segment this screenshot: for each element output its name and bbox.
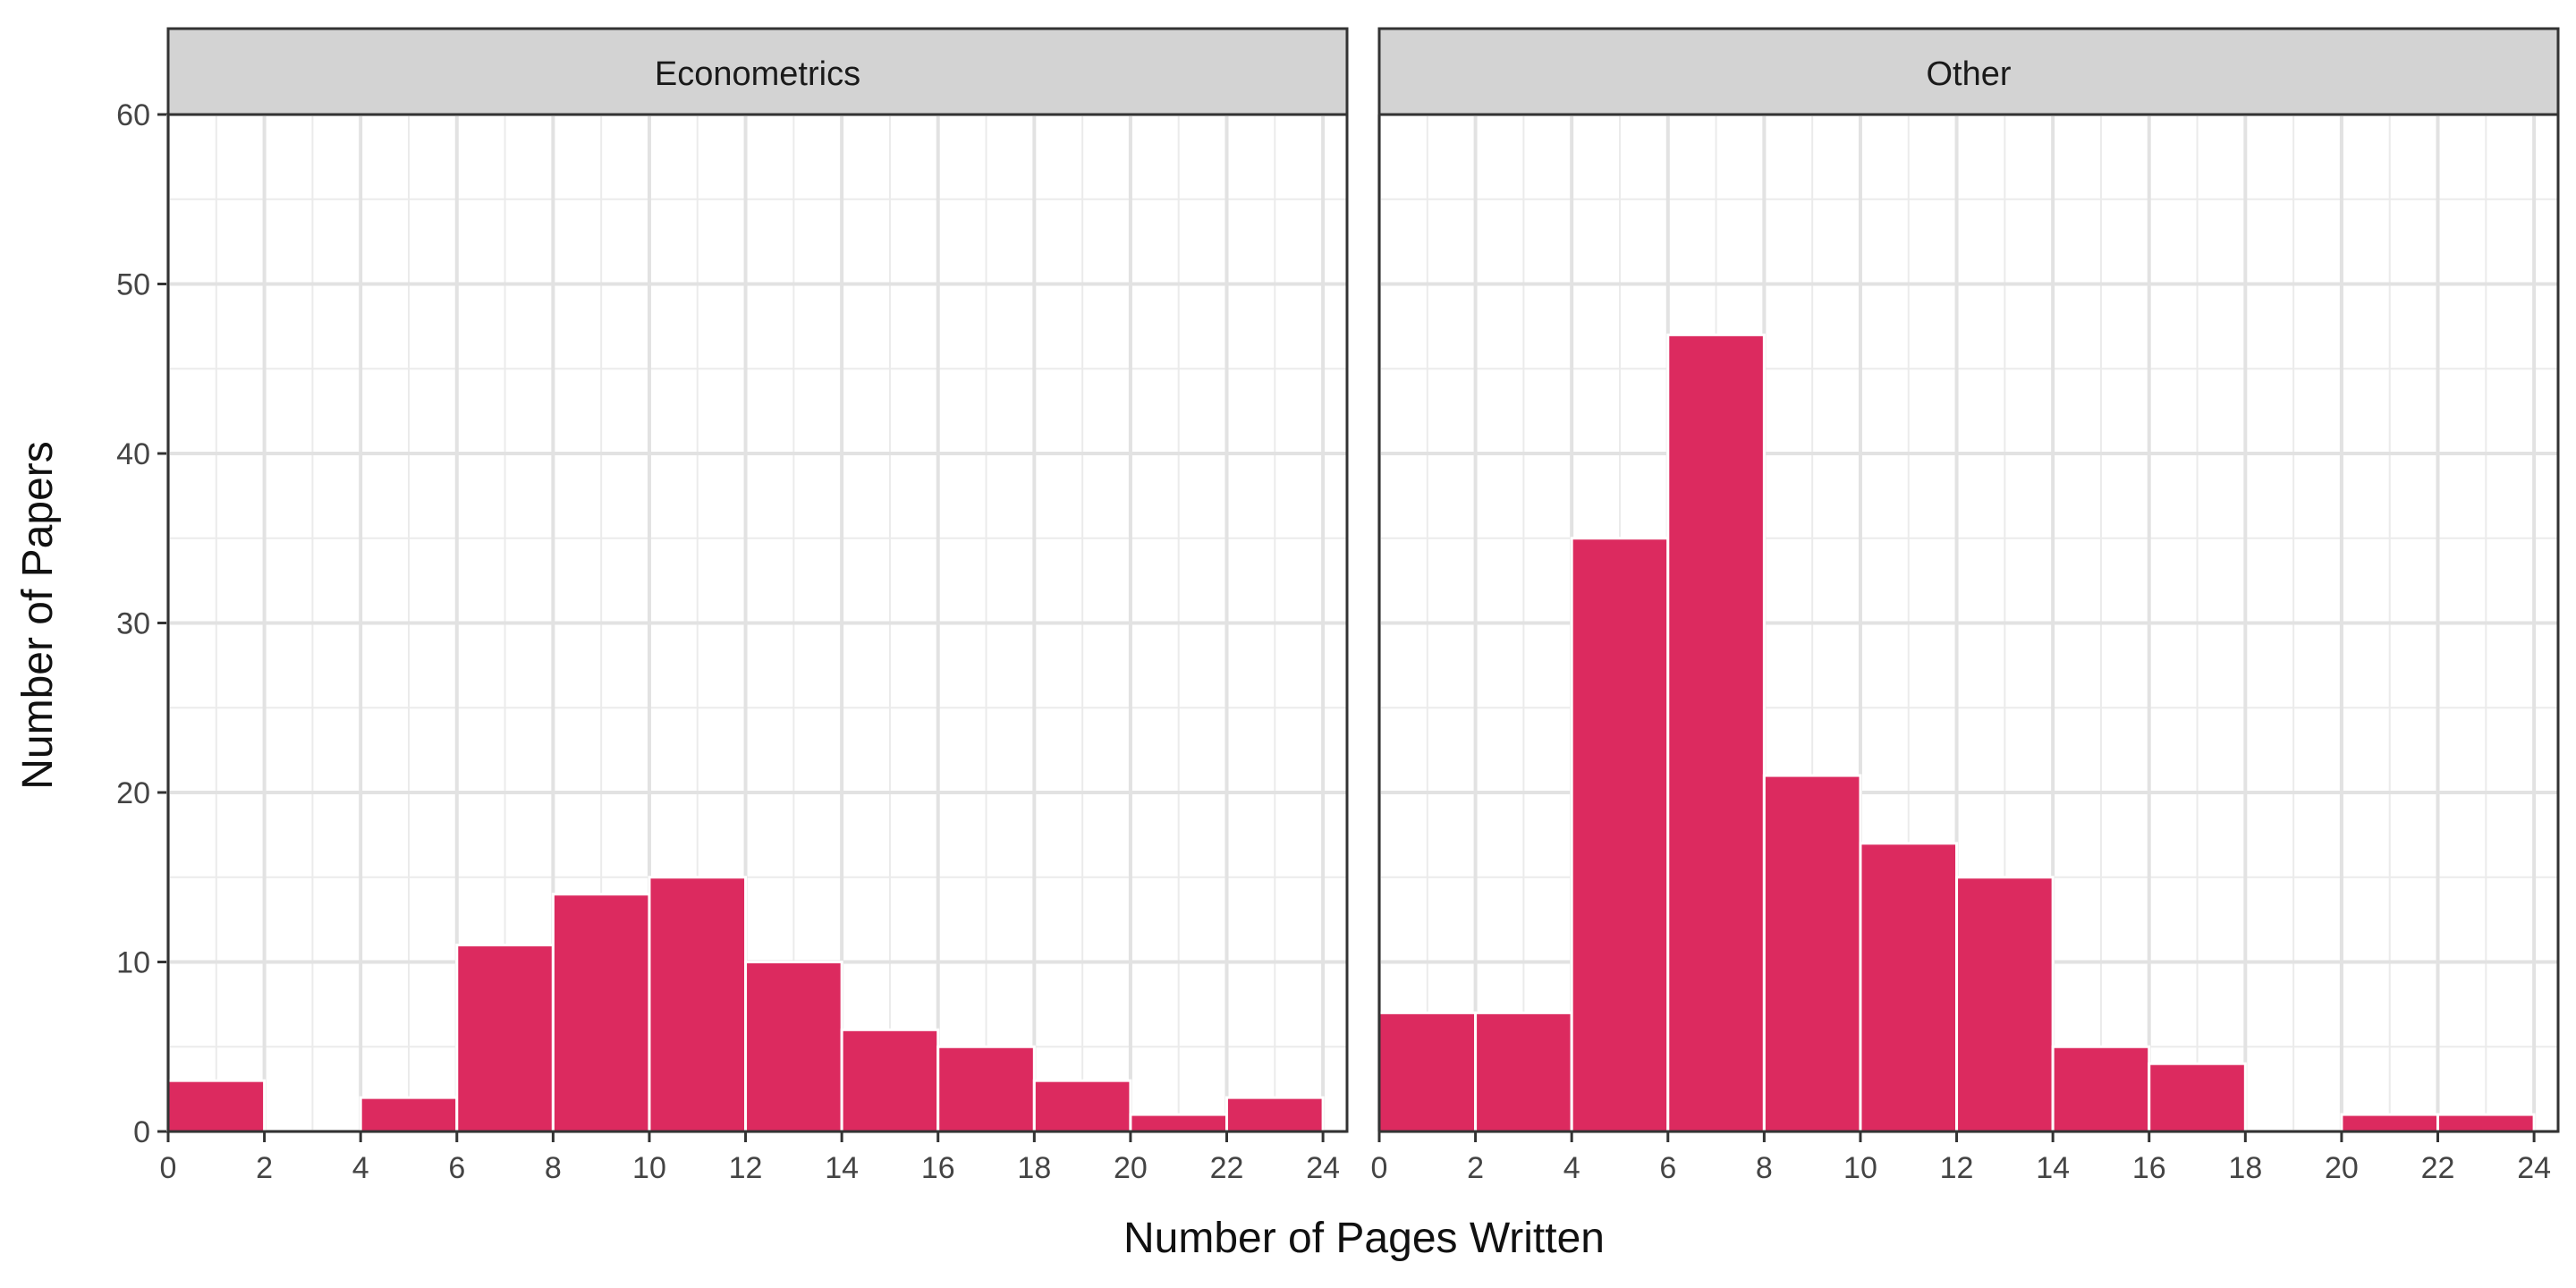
facet-strip-label: Other (1926, 55, 2011, 93)
histogram-bar (1762, 774, 1862, 1133)
x-tick-label: 4 (352, 1151, 369, 1185)
histogram-bar (1032, 1079, 1132, 1133)
histogram-bar (166, 1079, 267, 1133)
x-tick-label: 10 (632, 1151, 666, 1185)
histogram-bar (2051, 1045, 2151, 1133)
x-tick-label: 12 (1940, 1151, 1974, 1185)
y-tick-label: 60 (116, 98, 150, 132)
histogram-bar (1129, 1113, 1229, 1133)
x-tick-label: 6 (1659, 1151, 1676, 1185)
y-tick-label: 10 (116, 946, 150, 980)
x-tick-label: 4 (1563, 1151, 1580, 1185)
facet-strip (166, 27, 1349, 116)
x-tick-label: 18 (2228, 1151, 2262, 1185)
facet-strip-label: Econometrics (655, 55, 860, 93)
x-tick-label: 14 (2036, 1151, 2070, 1185)
histogram-bar (1666, 333, 1766, 1133)
x-tick-label: 24 (2517, 1151, 2551, 1185)
histogram-bar (1570, 537, 1670, 1133)
histogram-bar (936, 1045, 1036, 1133)
histogram-bar (1859, 842, 1959, 1133)
histogram-bar (2340, 1113, 2440, 1133)
y-tick-label: 20 (116, 776, 150, 810)
histogram-bar (2436, 1113, 2536, 1133)
histogram-bar (2148, 1062, 2247, 1133)
histogram-bar (840, 1028, 940, 1133)
histogram-bar (648, 876, 748, 1133)
histogram-bar (1377, 1011, 1478, 1133)
y-tick-label: 30 (116, 607, 150, 641)
x-tick-label: 0 (160, 1151, 177, 1185)
y-axis-title: Number of Papers (14, 441, 62, 790)
x-tick-label: 20 (2325, 1151, 2359, 1185)
x-tick-label: 8 (545, 1151, 562, 1185)
histogram-bar (744, 961, 843, 1133)
histogram-bar (359, 1096, 459, 1133)
x-tick-label: 20 (1114, 1151, 1148, 1185)
histogram-bar (1225, 1096, 1325, 1133)
histogram-bar (455, 944, 555, 1133)
x-tick-label: 0 (1371, 1151, 1388, 1185)
x-axis-title: Number of Pages Written (1123, 1215, 1605, 1262)
x-tick-label: 12 (729, 1151, 763, 1185)
histogram-bar (1474, 1011, 1573, 1133)
x-tick-label: 8 (1756, 1151, 1773, 1185)
x-tick-label: 2 (1467, 1151, 1484, 1185)
x-tick-label: 16 (2132, 1151, 2166, 1185)
x-tick-label: 24 (1306, 1151, 1340, 1185)
x-tick-label: 2 (256, 1151, 273, 1185)
x-tick-label: 18 (1017, 1151, 1051, 1185)
y-tick-label: 0 (133, 1115, 150, 1149)
x-tick-label: 10 (1843, 1151, 1877, 1185)
x-tick-label: 14 (825, 1151, 859, 1185)
x-tick-label: 16 (921, 1151, 955, 1185)
x-tick-label: 22 (1210, 1151, 1244, 1185)
y-tick-label: 40 (116, 437, 150, 471)
histogram-bar (551, 893, 651, 1133)
x-tick-label: 6 (448, 1151, 465, 1185)
facet-strip (1377, 27, 2560, 116)
histogram-bar (1955, 876, 2055, 1133)
y-tick-label: 50 (116, 268, 150, 302)
x-tick-label: 22 (2421, 1151, 2455, 1185)
